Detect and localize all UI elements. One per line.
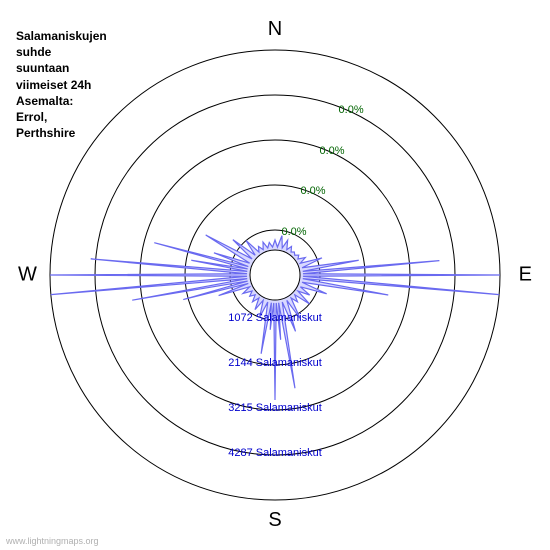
center-circle <box>250 250 300 300</box>
count-ring-label: 1072 Salamaniskut <box>228 312 322 324</box>
cardinal-n: N <box>268 18 282 41</box>
pct-ring-label: 0.0% <box>339 104 364 116</box>
count-ring-label: 2144 Salamaniskut <box>228 357 322 369</box>
cardinal-w: W <box>18 264 37 287</box>
cardinal-e: E <box>519 264 532 287</box>
footer-credit: www.lightningmaps.org <box>6 536 99 546</box>
chart-title: Salamaniskujen suhde suuntaan viimeiset … <box>16 28 107 141</box>
count-ring-label: 4287 Salamaniskut <box>228 447 322 459</box>
pct-ring-label: 0.0% <box>320 145 345 157</box>
cardinal-s: S <box>268 509 281 532</box>
count-ring-label: 3215 Salamaniskut <box>228 402 322 414</box>
pct-ring-label: 0.0% <box>300 185 325 197</box>
pct-ring-label: 0.0% <box>281 226 306 238</box>
chart-container: Salamaniskujen suhde suuntaan viimeiset … <box>0 0 550 550</box>
